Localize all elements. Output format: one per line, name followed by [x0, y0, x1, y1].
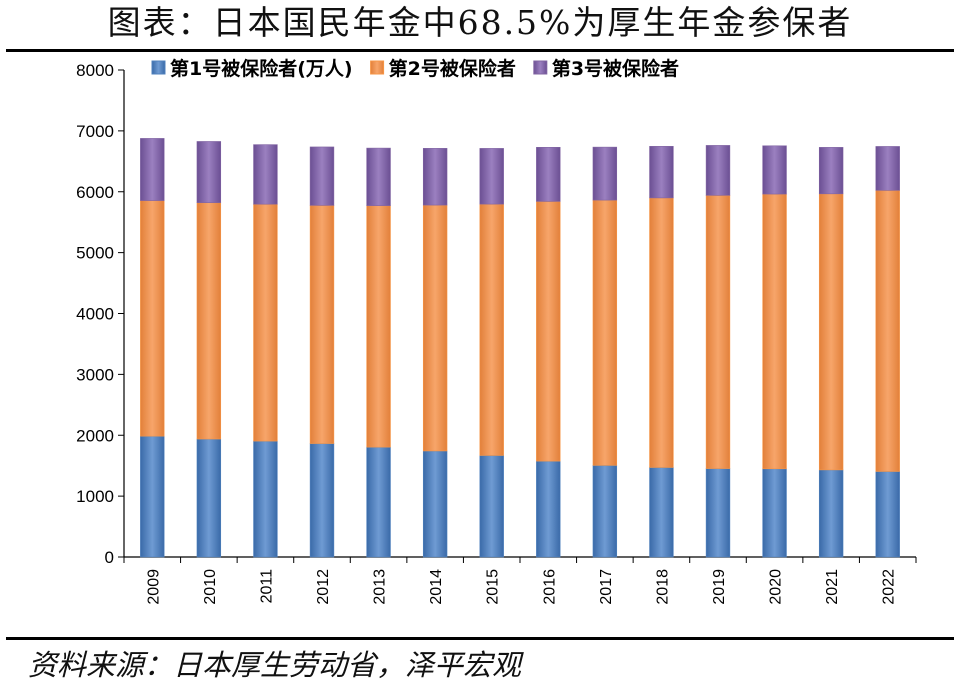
y-tick-label: 6000 — [76, 183, 114, 202]
bar-2018-series-1 — [649, 467, 674, 558]
y-tick-label: 0 — [105, 548, 114, 567]
bar-2019-series-2 — [705, 195, 731, 469]
bar-2012-series-2 — [309, 205, 335, 444]
legend: 第1号被保险者(万人) 第2号被保险者 第3号被保险者 — [151, 57, 679, 80]
bar-2022-series-1 — [875, 471, 900, 558]
bar-2014-series-2 — [422, 204, 448, 452]
bar-2022-series-2 — [875, 190, 900, 472]
x-tick-label: 2017 — [598, 569, 615, 605]
y-tick-label: 4000 — [76, 305, 114, 324]
bar-2013-series-3 — [366, 147, 391, 206]
bar-2018-series-3 — [649, 146, 674, 199]
y-tick-label: 1000 — [76, 487, 114, 506]
bar-2012-series-1 — [309, 443, 335, 558]
legend-swatch-3 — [533, 60, 548, 75]
y-tick-label: 3000 — [76, 365, 114, 384]
legend-swatch-2 — [370, 60, 385, 75]
plot-area: 0 1000 2000 3000 4000 5000 6000 7000 8000 2009 201… — [76, 61, 917, 605]
bar-2016-series-3 — [536, 147, 561, 202]
x-tick-label: 2009 — [145, 569, 162, 605]
bar-2021-series-3 — [818, 147, 844, 195]
bar-2017-series-2 — [592, 199, 618, 466]
bar-2015-series-1 — [479, 455, 504, 558]
x-tick-label: 2022 — [881, 569, 898, 605]
bar-2010-series-1 — [196, 438, 222, 558]
legend-label-2: 第2号被保险者 — [389, 57, 516, 80]
x-tick-label: 2012 — [315, 569, 332, 605]
bar-2011-series-1 — [253, 440, 278, 558]
bar-2016-series-2 — [536, 201, 561, 462]
bar-2010-series-3 — [196, 141, 222, 203]
legend-label-3: 第3号被保险者 — [552, 57, 679, 80]
bar-2011-series-3 — [253, 144, 278, 205]
bar-2009-series-3 — [140, 138, 165, 201]
x-tick-label: 2016 — [541, 569, 558, 605]
legend-swatch-1 — [151, 60, 166, 75]
bar-2017-series-1 — [592, 465, 618, 558]
bar-2010-series-2 — [196, 202, 222, 440]
bar-2016-series-1 — [536, 460, 561, 558]
bar-2009-series-1 — [140, 435, 165, 558]
stacked-bar-chart: 0 1000 2000 3000 4000 5000 6000 7000 8000 2009 201… — [76, 57, 917, 605]
bar-2011-series-2 — [253, 203, 278, 442]
bar-2020-series-1 — [762, 468, 787, 558]
bar-2015-series-3 — [479, 148, 504, 205]
y-tick-label: 7000 — [76, 122, 114, 141]
source-note: 资料来源：日本厚生劳动省，泽平宏观 — [28, 648, 522, 682]
y-tick-label: 2000 — [76, 426, 114, 445]
bar-2015-series-2 — [479, 203, 504, 456]
bar-2013-series-2 — [366, 205, 391, 448]
x-tick-label: 2011 — [258, 569, 275, 604]
x-tick-label: 2013 — [372, 569, 389, 605]
source-divider — [6, 637, 954, 640]
bar-2014-series-3 — [422, 148, 448, 206]
bar-2017-series-3 — [592, 146, 618, 201]
bar-2019-series-3 — [705, 145, 731, 196]
x-tick-label: 2021 — [824, 569, 841, 605]
y-tick-label: 8000 — [76, 61, 114, 80]
y-tick-label: 5000 — [76, 244, 114, 263]
bar-2020-series-2 — [762, 193, 787, 470]
bar-2021-series-2 — [818, 193, 844, 471]
legend-label-1: 第1号被保险者(万人) — [170, 57, 353, 80]
x-tick-label: 2014 — [428, 569, 445, 605]
bar-2019-series-1 — [705, 468, 731, 558]
bar-2021-series-1 — [818, 469, 844, 558]
bar-2012-series-3 — [309, 146, 335, 206]
bar-2014-series-1 — [422, 450, 448, 558]
bar-2013-series-1 — [366, 446, 391, 558]
bar-2020-series-3 — [762, 145, 787, 195]
x-tick-label: 2020 — [768, 569, 785, 605]
x-tick-label: 2019 — [711, 569, 728, 605]
title-divider — [6, 49, 954, 52]
bar-2009-series-2 — [140, 200, 165, 437]
x-tick-label: 2010 — [202, 569, 219, 605]
x-tick-label: 2015 — [485, 569, 502, 605]
bar-2018-series-2 — [649, 197, 674, 468]
bar-2022-series-3 — [875, 146, 900, 191]
x-tick-label: 2018 — [654, 569, 671, 605]
chart-title: 图表：日本国民年金中68.5%为厚生年金参保者 — [107, 3, 853, 42]
